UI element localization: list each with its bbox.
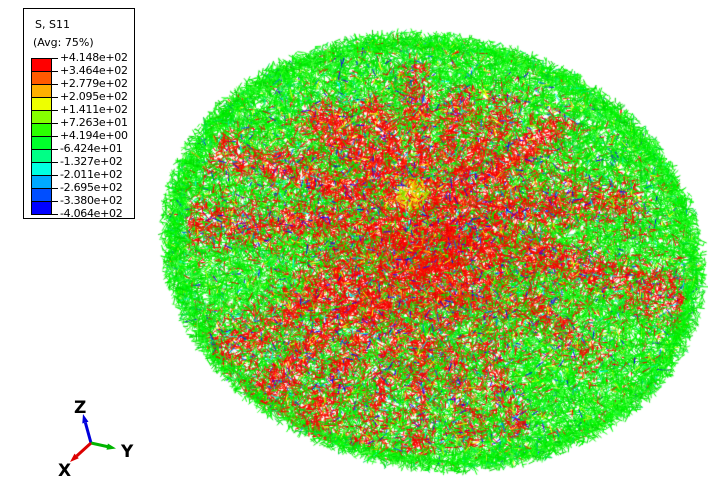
legend-tick — [52, 71, 58, 72]
legend-tick-label: -1.327e+02 — [60, 155, 123, 168]
legend-color-swatch — [31, 123, 52, 137]
triad-axis-y: Y — [90, 441, 134, 462]
z-axis-arrow — [83, 422, 93, 444]
x-axis-arrowhead — [70, 453, 79, 462]
legend-title: S, S11 — [35, 18, 70, 31]
legend-tick-label: -4.064e+02 — [60, 207, 123, 220]
legend-tick-label: +2.779e+02 — [60, 77, 128, 90]
legend-color-scale: +4.148e+02 +3.464e+02 +2.779e+02 +2.095e+02… — [24, 52, 134, 220]
legend-tick-label: +2.095e+02 — [60, 90, 128, 103]
legend-color-swatch — [31, 97, 52, 111]
z-axis-label: Z — [74, 398, 86, 418]
y-axis-arrowhead — [106, 443, 116, 450]
view-orientation-triad: Z Y X — [58, 398, 134, 481]
y-axis-label: Y — [120, 442, 134, 462]
legend-tick — [52, 201, 58, 202]
legend-color-swatch — [31, 136, 52, 150]
legend-color-swatch — [31, 58, 52, 72]
legend-tick — [52, 175, 58, 176]
contour-legend: S, S11 (Avg: 75%) +4.148e+02 +3.464e+02 +2… — [23, 8, 135, 220]
legend-tick-label: +4.148e+02 — [60, 51, 128, 64]
legend-tick — [52, 58, 58, 59]
legend-tick-label: -2.011e+02 — [60, 168, 123, 181]
z-axis-arrowhead — [82, 414, 89, 424]
legend-tick — [52, 97, 58, 98]
x-axis-arrow — [75, 441, 93, 458]
legend-tick — [52, 214, 58, 215]
legend-color-swatch — [31, 84, 52, 98]
legend-tick — [52, 123, 58, 124]
legend-color-swatch — [31, 175, 52, 189]
x-axis-label: X — [58, 461, 71, 481]
legend-tick — [52, 149, 58, 150]
legend-color-swatch — [31, 188, 52, 202]
legend-tick-label: -6.424e+01 — [60, 142, 123, 155]
legend-tick — [52, 84, 58, 85]
legend-tick-label: +7.263e+01 — [60, 116, 128, 129]
legend-tick-label: +4.194e+00 — [60, 129, 128, 142]
legend-tick-label: +1.411e+02 — [60, 103, 128, 116]
legend-color-swatch — [31, 201, 52, 215]
legend-color-swatch — [31, 110, 52, 124]
y-axis-arrow — [90, 441, 108, 449]
triad-axis-x: X — [58, 441, 93, 481]
legend-color-swatch — [31, 71, 52, 85]
legend-tick — [52, 162, 58, 163]
legend-subtitle: (Avg: 75%) — [33, 36, 94, 49]
legend-tick-label: -2.695e+02 — [60, 181, 123, 194]
legend-color-swatch — [31, 162, 52, 176]
legend-tick — [52, 136, 58, 137]
legend-tick — [52, 110, 58, 111]
legend-color-swatch — [31, 149, 52, 163]
legend-tick — [52, 188, 58, 189]
legend-tick-label: +3.464e+02 — [60, 64, 128, 77]
legend-tick-label: -3.380e+02 — [60, 194, 123, 207]
triad-axis-z: Z — [74, 398, 93, 444]
